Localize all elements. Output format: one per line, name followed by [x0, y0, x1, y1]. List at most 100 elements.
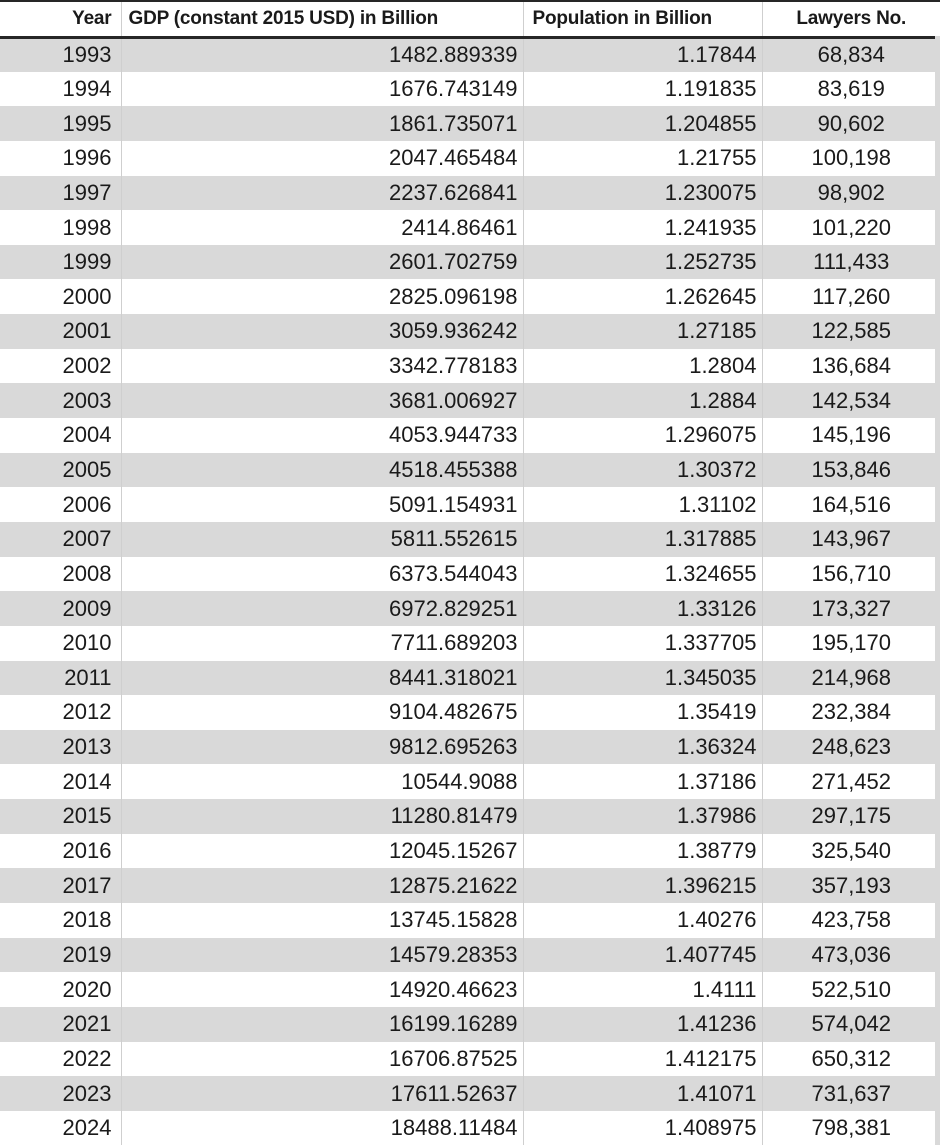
lawyers-cell: 143,967: [762, 521, 940, 557]
year-cell: 1996: [0, 140, 122, 176]
year-cell: 1993: [0, 37, 122, 72]
table-row: 2024 18488.11484 1.408975 798,381: [0, 1110, 940, 1145]
table-row: 2007 5811.552615 1.317885 143,967: [0, 521, 940, 557]
lawyers-cell: 153,846: [762, 452, 940, 488]
population-cell: 1.2804: [523, 348, 763, 384]
year-cell: 2024: [0, 1110, 122, 1145]
lawyers-cell: 214,968: [762, 660, 940, 696]
population-cell: 1.38779: [523, 833, 763, 869]
lawyers-cell: 90,602: [762, 106, 940, 141]
year-cell: 1995: [0, 106, 122, 141]
year-cell: 2018: [0, 903, 122, 938]
col-header-year: Year: [0, 0, 122, 39]
lawyers-cell: 164,516: [762, 487, 940, 522]
population-cell: 1.27185: [523, 314, 763, 349]
gdp-cell: 4518.455388: [121, 452, 524, 488]
lawyers-cell: 173,327: [762, 591, 940, 626]
table-row: 2013 9812.695263 1.36324 248,623: [0, 729, 940, 765]
table-row: 2020 14920.46623 1.4111 522,510: [0, 972, 940, 1007]
table-row: 2023 17611.52637 1.41071 731,637: [0, 1076, 940, 1111]
lawyers-cell: 248,623: [762, 729, 940, 765]
gdp-cell: 13745.15828: [121, 903, 524, 938]
col-header-population: Population in Billion: [523, 0, 763, 39]
table-row: 1995 1861.735071 1.204855 90,602: [0, 106, 940, 141]
population-cell: 1.337705: [523, 625, 763, 661]
population-cell: 1.262645: [523, 279, 763, 315]
year-cell: 2000: [0, 279, 122, 315]
year-cell: 2016: [0, 833, 122, 869]
population-cell: 1.407745: [523, 937, 763, 973]
population-cell: 1.324655: [523, 556, 763, 592]
table-row: 1993 1482.889339 1.17844 68,834: [0, 37, 940, 72]
table-row: 2001 3059.936242 1.27185 122,585: [0, 314, 940, 349]
col-header-lawyers: Lawyers No.: [762, 0, 940, 39]
lawyers-cell: 117,260: [762, 279, 940, 315]
lawyers-cell: 98,902: [762, 175, 940, 211]
lawyers-cell: 232,384: [762, 695, 940, 730]
gdp-cell: 9812.695263: [121, 729, 524, 765]
table-row: 2018 13745.15828 1.40276 423,758: [0, 903, 940, 938]
population-cell: 1.296075: [523, 418, 763, 453]
year-cell: 2019: [0, 937, 122, 973]
gdp-cell: 12045.15267: [121, 833, 524, 869]
lawyers-cell: 731,637: [762, 1076, 940, 1111]
lawyers-cell: 111,433: [762, 244, 940, 280]
year-cell: 1998: [0, 210, 122, 245]
lawyers-cell: 145,196: [762, 418, 940, 453]
gdp-cell: 3681.006927: [121, 383, 524, 419]
col-header-gdp: GDP (constant 2015 USD) in Billion: [121, 0, 524, 39]
gdp-cell: 7711.689203: [121, 625, 524, 661]
population-cell: 1.17844: [523, 37, 763, 72]
gdp-cell: 2237.626841: [121, 175, 524, 211]
population-cell: 1.37186: [523, 764, 763, 800]
lawyers-cell: 195,170: [762, 625, 940, 661]
right-edge-gridline: [935, 36, 940, 1145]
table-row: 2019 14579.28353 1.407745 473,036: [0, 937, 940, 973]
year-cell: 1999: [0, 244, 122, 280]
year-cell: 2008: [0, 556, 122, 592]
year-cell: 2005: [0, 452, 122, 488]
year-cell: 2003: [0, 383, 122, 419]
population-cell: 1.30372: [523, 452, 763, 488]
year-cell: 2020: [0, 972, 122, 1007]
year-cell: 2004: [0, 418, 122, 453]
lawyers-cell: 473,036: [762, 937, 940, 973]
gdp-cell: 14579.28353: [121, 937, 524, 973]
population-cell: 1.317885: [523, 521, 763, 557]
lawyers-cell: 101,220: [762, 210, 940, 245]
table-row: 2003 3681.006927 1.2884 142,534: [0, 383, 940, 419]
table-row: 2016 12045.15267 1.38779 325,540: [0, 833, 940, 869]
year-cell: 1997: [0, 175, 122, 211]
gdp-cell: 17611.52637: [121, 1076, 524, 1111]
table-row: 1998 2414.86461 1.241935 101,220: [0, 210, 940, 245]
year-cell: 1994: [0, 71, 122, 107]
lawyers-cell: 798,381: [762, 1110, 940, 1145]
table-row: 2014 10544.9088 1.37186 271,452: [0, 764, 940, 800]
lawyers-cell: 142,534: [762, 383, 940, 419]
gdp-cell: 9104.482675: [121, 695, 524, 730]
population-cell: 1.2884: [523, 383, 763, 419]
population-cell: 1.396215: [523, 868, 763, 904]
lawyers-cell: 136,684: [762, 348, 940, 384]
table-row: 2005 4518.455388 1.30372 153,846: [0, 452, 940, 488]
population-cell: 1.40276: [523, 903, 763, 938]
table-row: 2022 16706.87525 1.412175 650,312: [0, 1041, 940, 1077]
gdp-cell: 1676.743149: [121, 71, 524, 107]
table-row: 2002 3342.778183 1.2804 136,684: [0, 348, 940, 384]
table-row: 1996 2047.465484 1.21755 100,198: [0, 140, 940, 176]
gdp-cell: 3059.936242: [121, 314, 524, 349]
lawyers-cell: 68,834: [762, 37, 940, 72]
header-row: Year GDP (constant 2015 USD) in Billion …: [0, 0, 940, 39]
lawyers-cell: 271,452: [762, 764, 940, 800]
population-cell: 1.241935: [523, 210, 763, 245]
gdp-cell: 14920.46623: [121, 972, 524, 1007]
gdp-cell: 2047.465484: [121, 140, 524, 176]
gdp-cell: 8441.318021: [121, 660, 524, 696]
gdp-cell: 6972.829251: [121, 591, 524, 626]
year-cell: 2002: [0, 348, 122, 384]
year-cell: 2022: [0, 1041, 122, 1077]
gdp-cell: 2825.096198: [121, 279, 524, 315]
gdp-cell: 16706.87525: [121, 1041, 524, 1077]
